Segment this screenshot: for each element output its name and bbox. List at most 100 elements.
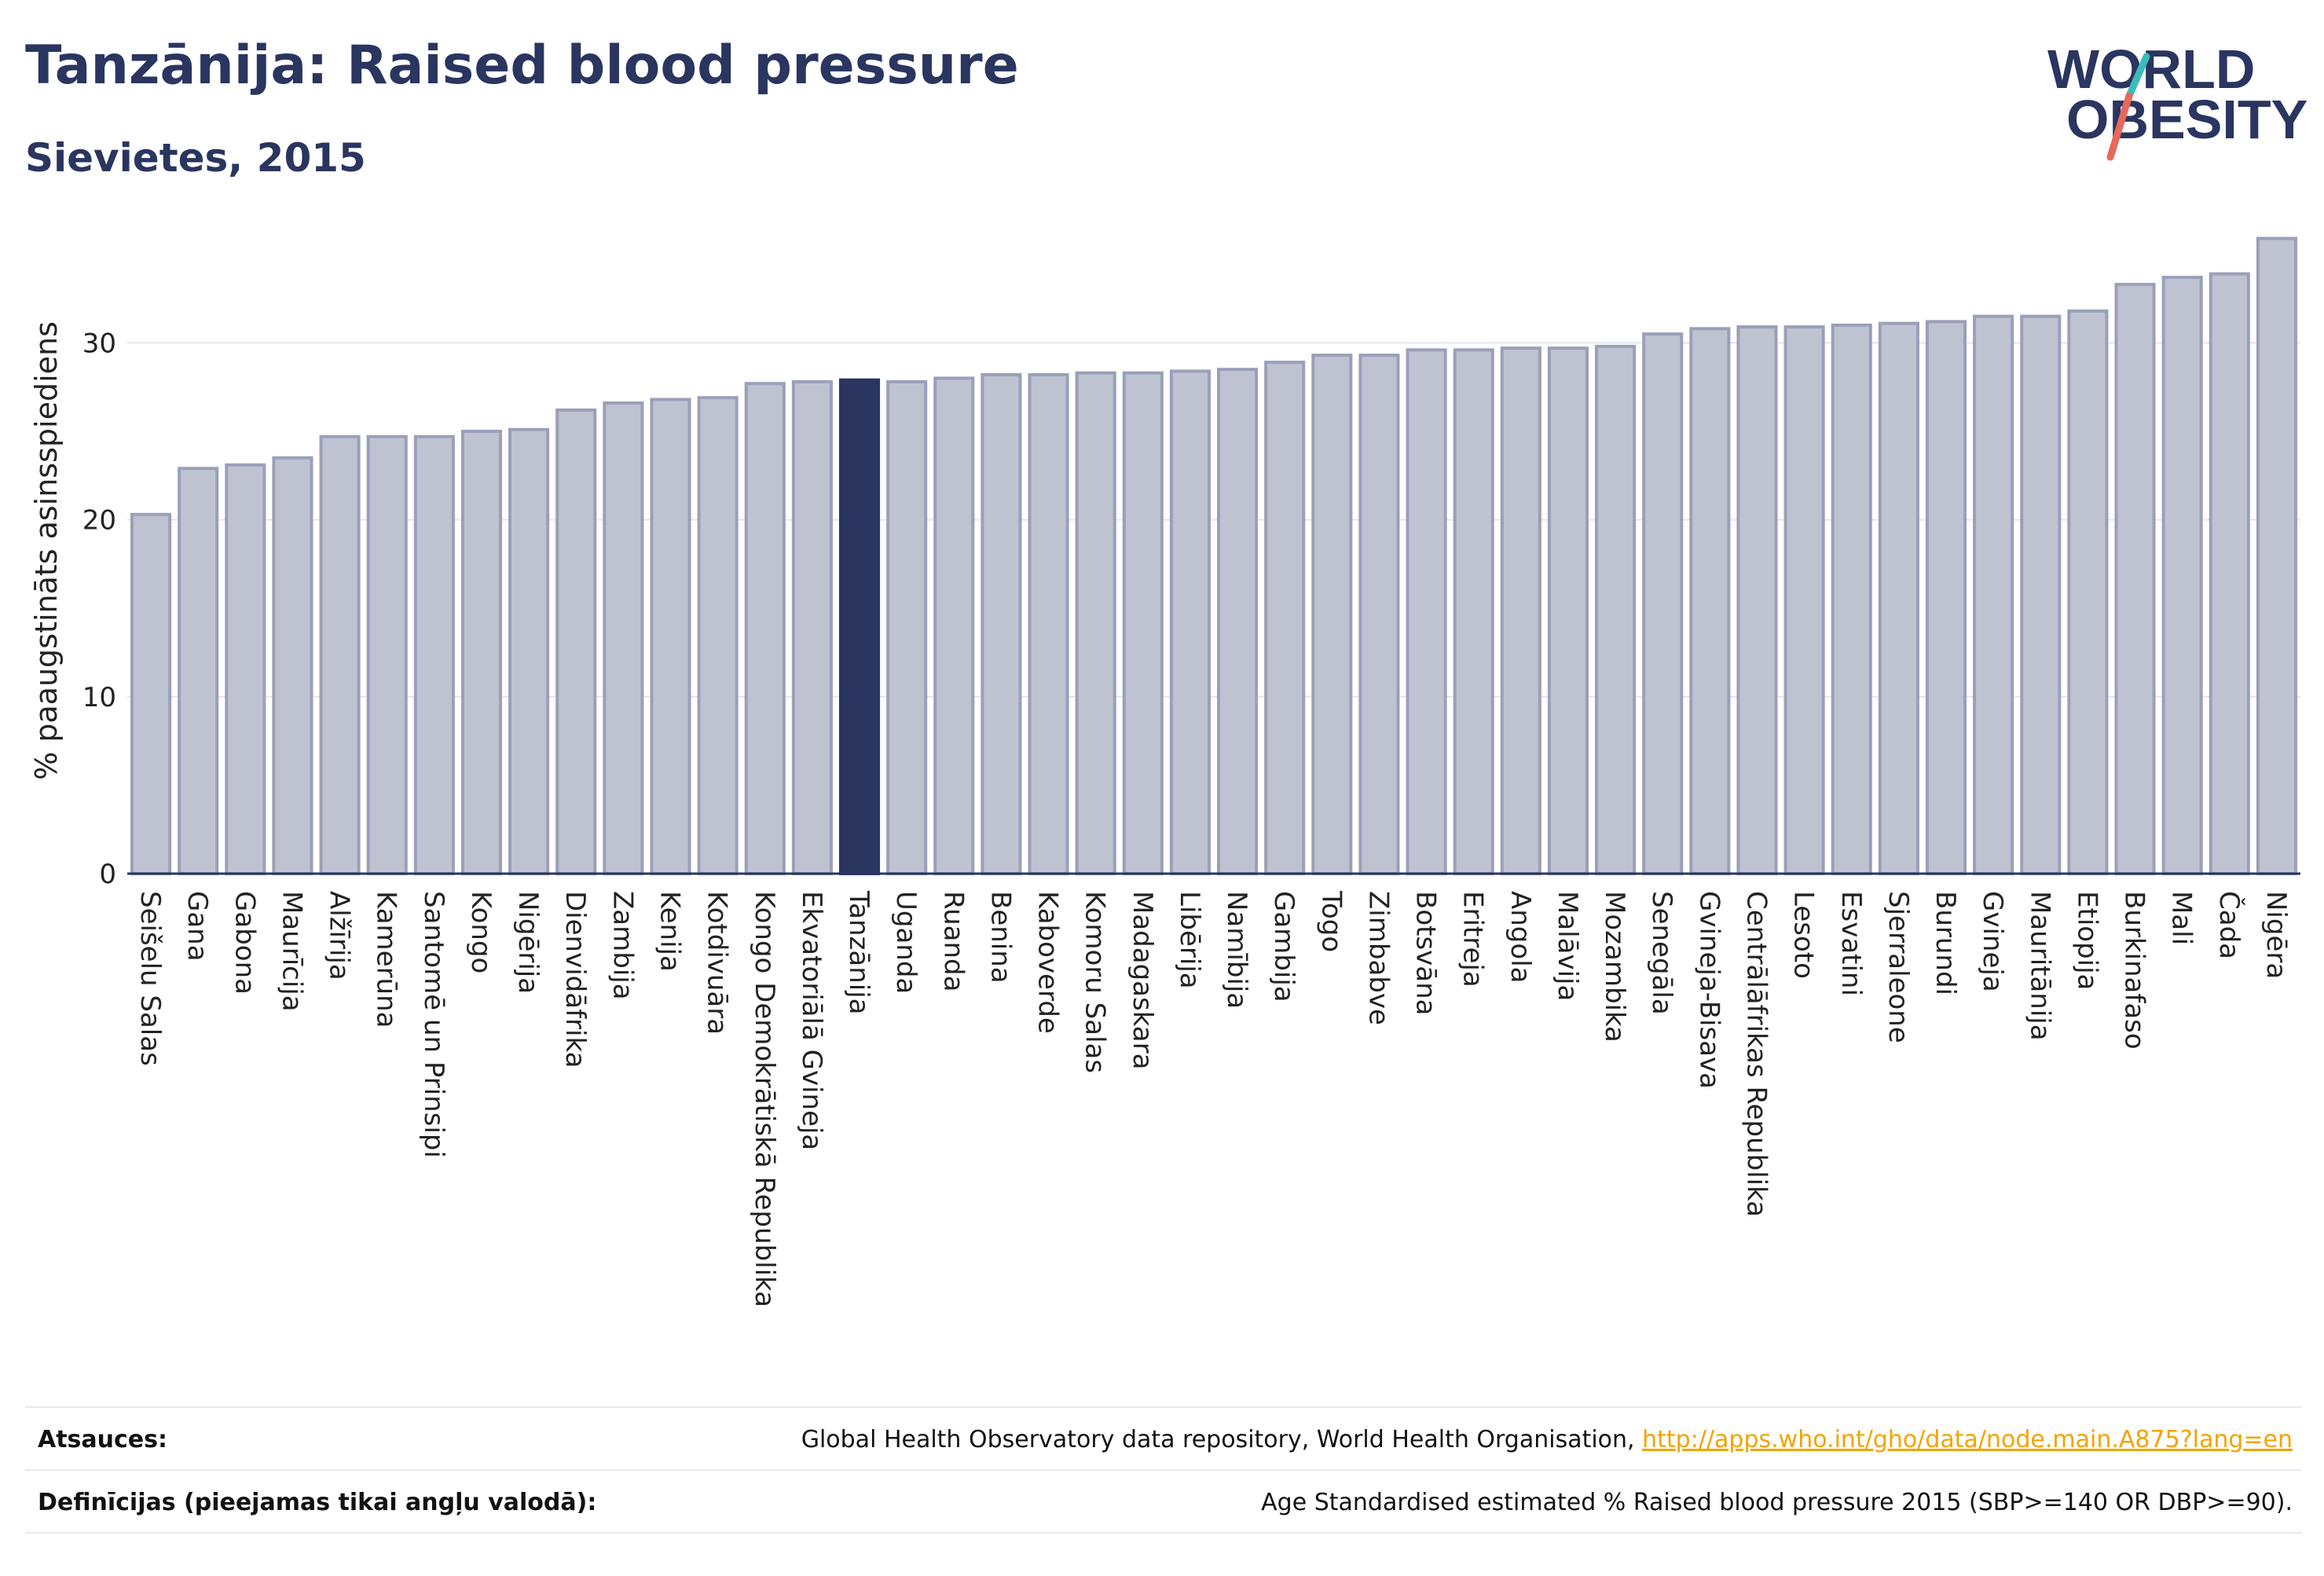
x-tick-label: Alžīrija bbox=[324, 891, 355, 980]
x-tick-label: Madagaskara bbox=[1127, 891, 1158, 1069]
bar bbox=[2256, 236, 2297, 875]
bar bbox=[460, 429, 503, 875]
bar bbox=[981, 372, 1022, 876]
x-tick-label: Togo bbox=[1315, 890, 1347, 952]
bar bbox=[2020, 314, 2062, 876]
x-tick-label: Etiopija bbox=[2071, 891, 2102, 990]
x-tick-label: Eritreja bbox=[1457, 891, 1489, 988]
bar bbox=[1075, 371, 1116, 875]
x-tick-label: Burundi bbox=[1930, 891, 1961, 995]
x-tick-label: Maurīcija bbox=[276, 891, 307, 1012]
x-tick-label: Ekvatoriālā Gvineja bbox=[796, 891, 827, 1150]
y-tick-label: 0 bbox=[99, 859, 116, 890]
y-tick-label: 20 bbox=[82, 505, 116, 537]
footer-divider-middle bbox=[25, 1469, 2302, 1471]
x-tick-label: Senegāla bbox=[1646, 891, 1677, 1015]
world-obesity-logo: WORLD OBESITY bbox=[2047, 38, 2308, 161]
bar bbox=[791, 379, 833, 875]
x-tick-label: Ruanda bbox=[937, 891, 969, 991]
x-tick-label: Kamerūna bbox=[371, 891, 402, 1028]
x-tick-label: Botsvāna bbox=[1410, 891, 1442, 1016]
y-tick-label: 30 bbox=[82, 328, 116, 359]
definitions-text: Age Standardised estimated % Raised bloo… bbox=[1261, 1489, 2293, 1516]
x-tick-label: Komoru Salas bbox=[1080, 891, 1111, 1073]
x-tick-label: Zambija bbox=[607, 891, 638, 1000]
sources-description: Global Health Observatory data repositor… bbox=[801, 1426, 1635, 1453]
bar bbox=[2161, 276, 2203, 875]
bar bbox=[697, 396, 739, 875]
x-tick-label: Sjerraleone bbox=[1882, 891, 1914, 1043]
x-tick-label: Kenija bbox=[654, 891, 686, 972]
bar bbox=[886, 379, 928, 875]
bar-chart: 0 10 20 30 % paaugstināts asinsspiediens Seiš… bbox=[29, 236, 2300, 1307]
bar bbox=[272, 456, 313, 875]
bar bbox=[225, 463, 266, 875]
logo-word-obesity: OBESITY bbox=[2066, 89, 2308, 150]
bar bbox=[1925, 320, 1967, 876]
x-tick-label: Libērija bbox=[1174, 891, 1205, 989]
x-tick-label: Gvineja-Bisava bbox=[1693, 891, 1725, 1089]
bar bbox=[650, 398, 691, 875]
bar bbox=[933, 376, 975, 875]
y-tick-label: 10 bbox=[82, 682, 116, 713]
bar bbox=[744, 382, 786, 875]
x-tick-label: Uganda bbox=[890, 891, 922, 994]
sources-link[interactable]: http://apps.who.int/gho/data/node.main.A… bbox=[1642, 1426, 2293, 1453]
x-tick-label: Malāvija bbox=[1552, 891, 1583, 1001]
bar bbox=[1973, 314, 2014, 876]
x-tick-label: Mauritānija bbox=[2024, 891, 2055, 1041]
bar bbox=[1689, 327, 1731, 875]
x-tick-label: Seišelu Salas bbox=[134, 891, 166, 1066]
bar bbox=[1595, 344, 1637, 875]
bar bbox=[1406, 348, 1447, 875]
bar bbox=[1500, 346, 1541, 876]
footer-divider-top bbox=[25, 1406, 2302, 1408]
footer-divider-bottom bbox=[25, 1532, 2302, 1534]
bar bbox=[2209, 272, 2250, 876]
sources-label: Atsauces: bbox=[38, 1426, 167, 1453]
bar bbox=[178, 467, 219, 875]
bar bbox=[1736, 325, 1778, 876]
x-tick-label: Esvatini bbox=[1835, 891, 1867, 996]
bar bbox=[603, 401, 644, 875]
definitions-label: Definīcijas (pieejamas tikai angļu valod… bbox=[38, 1489, 597, 1516]
logo-slash-teal bbox=[2125, 53, 2150, 100]
x-tick-label: Nigēra bbox=[2260, 891, 2292, 979]
x-tick-label: Kongo Demokrātiskā Republika bbox=[749, 891, 780, 1307]
x-tick-label: Dienvidāfrika bbox=[559, 891, 591, 1068]
bar bbox=[1783, 325, 1825, 876]
logo-slash-red bbox=[2106, 92, 2133, 161]
bar bbox=[1217, 368, 1259, 876]
chart-subtitle: Sievietes, 2015 bbox=[25, 135, 366, 181]
bar bbox=[508, 427, 550, 875]
bar bbox=[1878, 321, 1919, 875]
x-tick-label: Benina bbox=[984, 891, 1016, 984]
bar bbox=[2067, 309, 2109, 876]
bar bbox=[555, 408, 597, 875]
bar bbox=[1642, 332, 1684, 875]
bar bbox=[130, 512, 172, 875]
x-tick-label: Zimbabve bbox=[1362, 891, 1394, 1025]
x-tick-label: Mozambika bbox=[1599, 891, 1630, 1043]
bar bbox=[1453, 348, 1494, 875]
bar bbox=[366, 434, 408, 875]
chart-title: Tanzānija: Raised blood pressure bbox=[25, 35, 1019, 97]
bar bbox=[1122, 371, 1164, 875]
x-tick-label: Gana bbox=[181, 891, 213, 962]
x-tick-label: Centrālāfrikas Republika bbox=[1741, 891, 1772, 1217]
bar bbox=[1547, 346, 1589, 876]
x-tick-label: Angola bbox=[1505, 891, 1536, 983]
x-tick-label: Santomē un Prinsipi bbox=[418, 891, 449, 1158]
bar bbox=[1311, 354, 1353, 875]
bar bbox=[2114, 283, 2156, 876]
x-tick-label: Gabona bbox=[229, 891, 260, 995]
x-tick-label: Gvineja bbox=[1977, 891, 2008, 992]
x-tick-label: Nigērija bbox=[512, 891, 544, 994]
bar bbox=[1169, 369, 1211, 875]
bar bbox=[1358, 354, 1400, 875]
x-tick-label: Lesoto bbox=[1788, 891, 1820, 979]
sources-text: Global Health Observatory data repositor… bbox=[801, 1426, 2293, 1453]
x-tick-label: Kaboverde bbox=[1032, 891, 1064, 1034]
x-tick-label: Čada bbox=[2213, 891, 2245, 959]
x-tick-label: Kotdivuāra bbox=[702, 891, 733, 1035]
